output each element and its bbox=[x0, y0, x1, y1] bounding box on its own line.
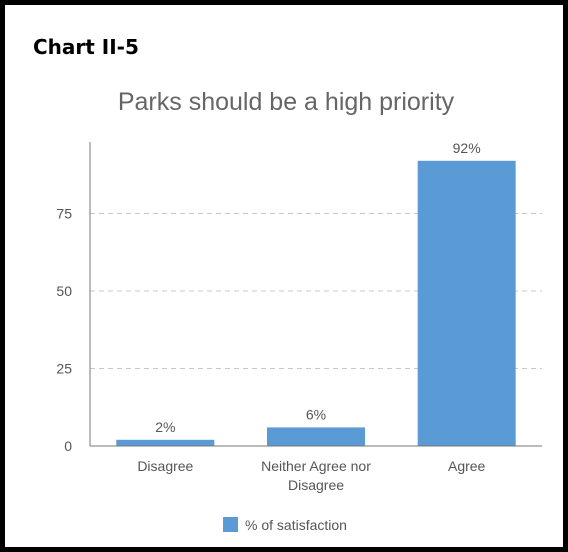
x-tick-label: Disagree bbox=[137, 458, 193, 474]
bar-agree bbox=[417, 160, 516, 447]
x-tick-label: Neither Agree nor bbox=[261, 458, 371, 474]
data-label: 92% bbox=[453, 140, 481, 156]
legend-swatch bbox=[223, 517, 238, 532]
data-label: 6% bbox=[306, 406, 326, 422]
data-label: 2% bbox=[155, 419, 175, 435]
bar-neither-agree-nor-disagree bbox=[267, 427, 365, 446]
x-tick-label: Agree bbox=[448, 458, 486, 474]
y-tick-label: 25 bbox=[56, 361, 72, 377]
legend-label: % of satisfaction bbox=[245, 517, 347, 533]
chart-number-label: Chart II-5 bbox=[33, 35, 139, 59]
chart-title: Parks should be a high priority bbox=[118, 88, 455, 116]
x-tick-label: Disagree bbox=[288, 477, 344, 493]
bar-disagree bbox=[116, 439, 215, 446]
y-tick-label: 0 bbox=[64, 438, 72, 454]
y-tick-label: 50 bbox=[56, 283, 72, 299]
y-tick-label: 75 bbox=[56, 206, 72, 222]
